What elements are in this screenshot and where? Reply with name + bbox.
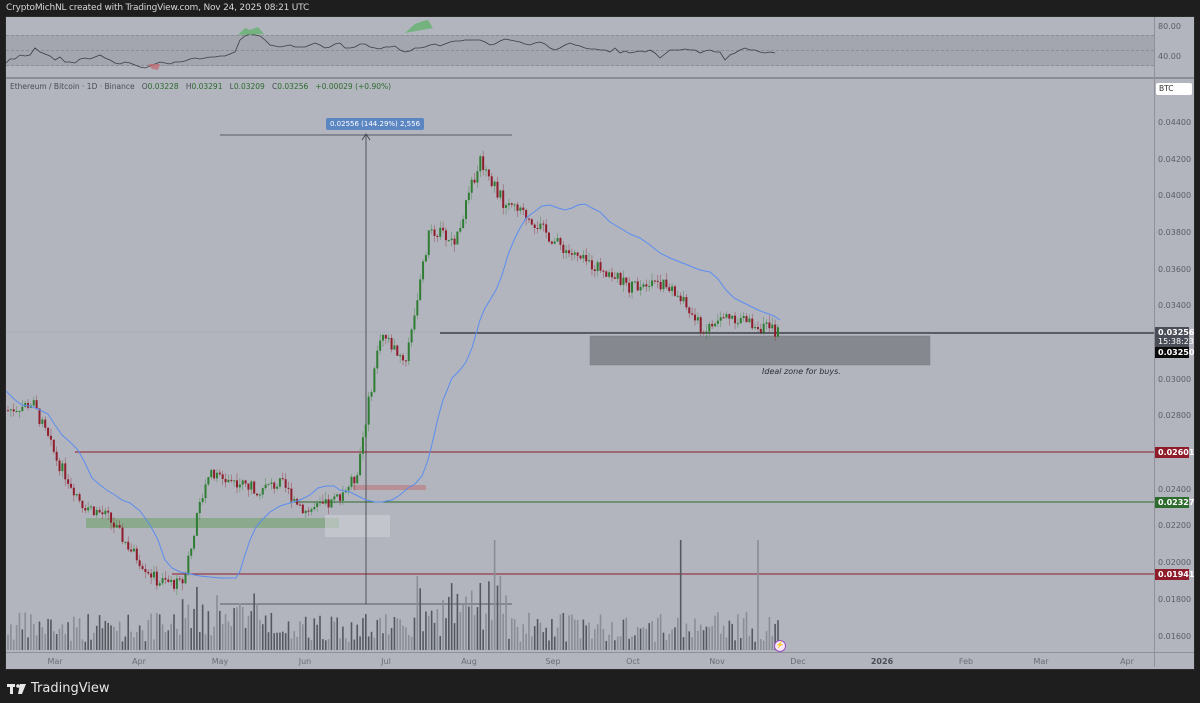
supply-zone-rect: [353, 485, 426, 490]
time-axis-label: Oct: [626, 657, 640, 666]
price-axis-label: 0.01800: [1158, 595, 1192, 604]
highlight-zone-rect: [325, 515, 390, 537]
volume-bars: [7, 540, 779, 650]
rsi-overbought-fill: [405, 20, 433, 33]
resistance-price-tag: 0.02601: [1155, 447, 1194, 458]
attribution-bar: CryptoMichNL created with TradingView.co…: [0, 0, 1200, 16]
low-value: 0.03209: [233, 82, 265, 91]
rsi-axis-label: 80.00: [1158, 22, 1181, 31]
time-axis-label: Nov: [709, 657, 725, 666]
rsi-oversold-fill: [148, 64, 160, 70]
rsi-line: [5, 33, 776, 69]
time-axis-label: Sep: [545, 657, 561, 666]
open-label: O: [141, 82, 148, 91]
time-axis-label: Jul: [381, 657, 391, 666]
support-green-price-tag: 0.02327: [1155, 497, 1194, 508]
measure-tool-label[interactable]: 0.02556 (144.29%) 2,556: [326, 118, 425, 130]
rsi-lower-line: [6, 65, 1154, 66]
time-axis-label: Apr: [132, 657, 146, 666]
rsi-overbought-fill: [238, 27, 264, 35]
demand-zone-rect: [86, 518, 339, 528]
symbol-legend[interactable]: Ethereum / Bitcoin · 1D · Binance O0.032…: [10, 82, 391, 91]
price-axis-label: 0.03000: [1158, 375, 1192, 384]
price-axis-label: 0.04200: [1158, 155, 1192, 164]
rsi-mid-line: [6, 50, 1154, 51]
tradingview-logo: TradingView: [7, 681, 110, 696]
bar-countdown: 15:38:23: [1158, 337, 1194, 346]
close-label: C: [271, 82, 278, 91]
last-price-value: 0.03256: [1158, 328, 1195, 337]
low-label: L: [229, 82, 234, 91]
price-axis-label: 0.01600: [1158, 632, 1192, 641]
change-value: +0.00029 (+0.90%): [315, 82, 392, 91]
price-axis-label: 0.03600: [1158, 265, 1192, 274]
lightning-event-icon[interactable]: ⚡: [774, 640, 786, 652]
price-axis-label: 0.02800: [1158, 411, 1192, 420]
high-label: H: [185, 82, 192, 91]
time-axis-label: 2026: [870, 657, 894, 666]
time-axis-separator: [6, 652, 1194, 653]
price-axis-label: 0.02000: [1158, 558, 1192, 567]
buy-zone-annotation[interactable]: Ideal zone for buys.: [762, 367, 841, 376]
close-value: 0.03256: [277, 82, 309, 91]
rsi-pane[interactable]: [6, 17, 1154, 77]
price-axis-separator: [1154, 17, 1155, 667]
buy-zone-rect: [589, 335, 931, 366]
price-axis-label: 0.04000: [1158, 191, 1192, 200]
candlesticks: [7, 150, 779, 596]
moving-average-line: [5, 203, 781, 579]
price-axis-label: 0.02400: [1158, 485, 1192, 494]
price-axis-label: 0.02200: [1158, 521, 1192, 530]
last-price-tag: 0.03256 15:38:23: [1155, 327, 1195, 347]
resistance-2-price-tag: 0.01941: [1155, 569, 1194, 580]
time-axis-label: Mar: [1033, 657, 1049, 666]
price-axis-label: 0.03800: [1158, 228, 1192, 237]
brand-name: TradingView: [31, 681, 110, 696]
time-axis-label: Apr: [1120, 657, 1134, 666]
symbol-name: Ethereum / Bitcoin · 1D · Binance: [10, 82, 135, 91]
time-axis-label: Jun: [298, 657, 312, 666]
open-value: 0.03228: [147, 82, 179, 91]
high-value: 0.03291: [191, 82, 223, 91]
time-axis-label: Mar: [47, 657, 63, 666]
currency-badge[interactable]: BTC: [1156, 83, 1192, 95]
measure-arrow-icon: [361, 133, 371, 141]
time-axis-label: May: [211, 657, 229, 666]
rsi-axis-label: 40.00: [1158, 52, 1181, 61]
pane-separator[interactable]: [6, 77, 1194, 79]
rsi-upper-line: [6, 35, 1154, 36]
time-axis-label: Feb: [958, 657, 974, 666]
time-axis-label: Dec: [790, 657, 806, 666]
support-price-tag: 0.03250: [1155, 347, 1194, 358]
price-axis-label: 0.03400: [1158, 301, 1192, 310]
attribution-text: CryptoMichNL created with TradingView.co…: [6, 3, 310, 13]
tradingview-logo-icon: [7, 683, 26, 694]
price-axis-label: 0.04400: [1158, 118, 1192, 127]
time-axis-label: Aug: [461, 657, 477, 666]
